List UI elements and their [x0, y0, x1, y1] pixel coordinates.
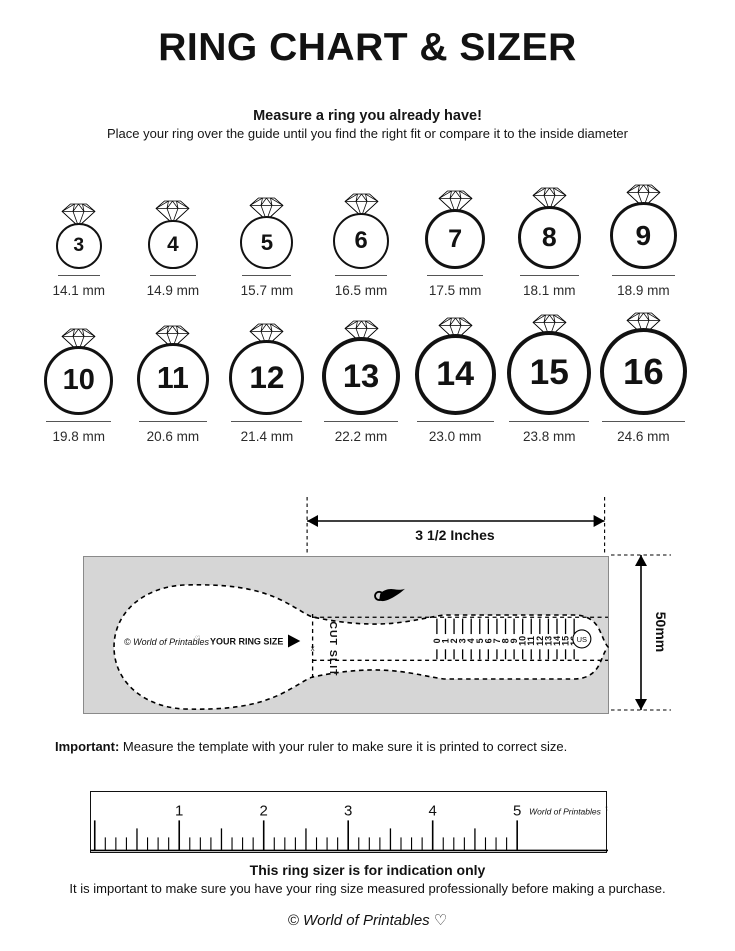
- svg-text:♡: ♡: [195, 635, 200, 642]
- svg-text:♡: ♡: [605, 806, 608, 813]
- svg-text:2: 2: [260, 803, 268, 820]
- svg-text:US: US: [576, 635, 586, 644]
- svg-text:50mm: 50mm: [653, 612, 669, 652]
- svg-text:World of Printables: World of Printables: [529, 807, 601, 817]
- svg-text:CUT SLIT: CUT SLIT: [327, 621, 338, 676]
- svg-text:4: 4: [429, 803, 437, 820]
- svg-text:1: 1: [175, 803, 183, 820]
- svg-text:3 1/2 Inches: 3 1/2 Inches: [415, 527, 495, 543]
- svg-text:3: 3: [344, 803, 352, 820]
- svg-text:YOUR RING SIZE: YOUR RING SIZE: [210, 636, 283, 646]
- svg-text:x: x: [310, 644, 314, 653]
- svg-text:5: 5: [513, 803, 521, 820]
